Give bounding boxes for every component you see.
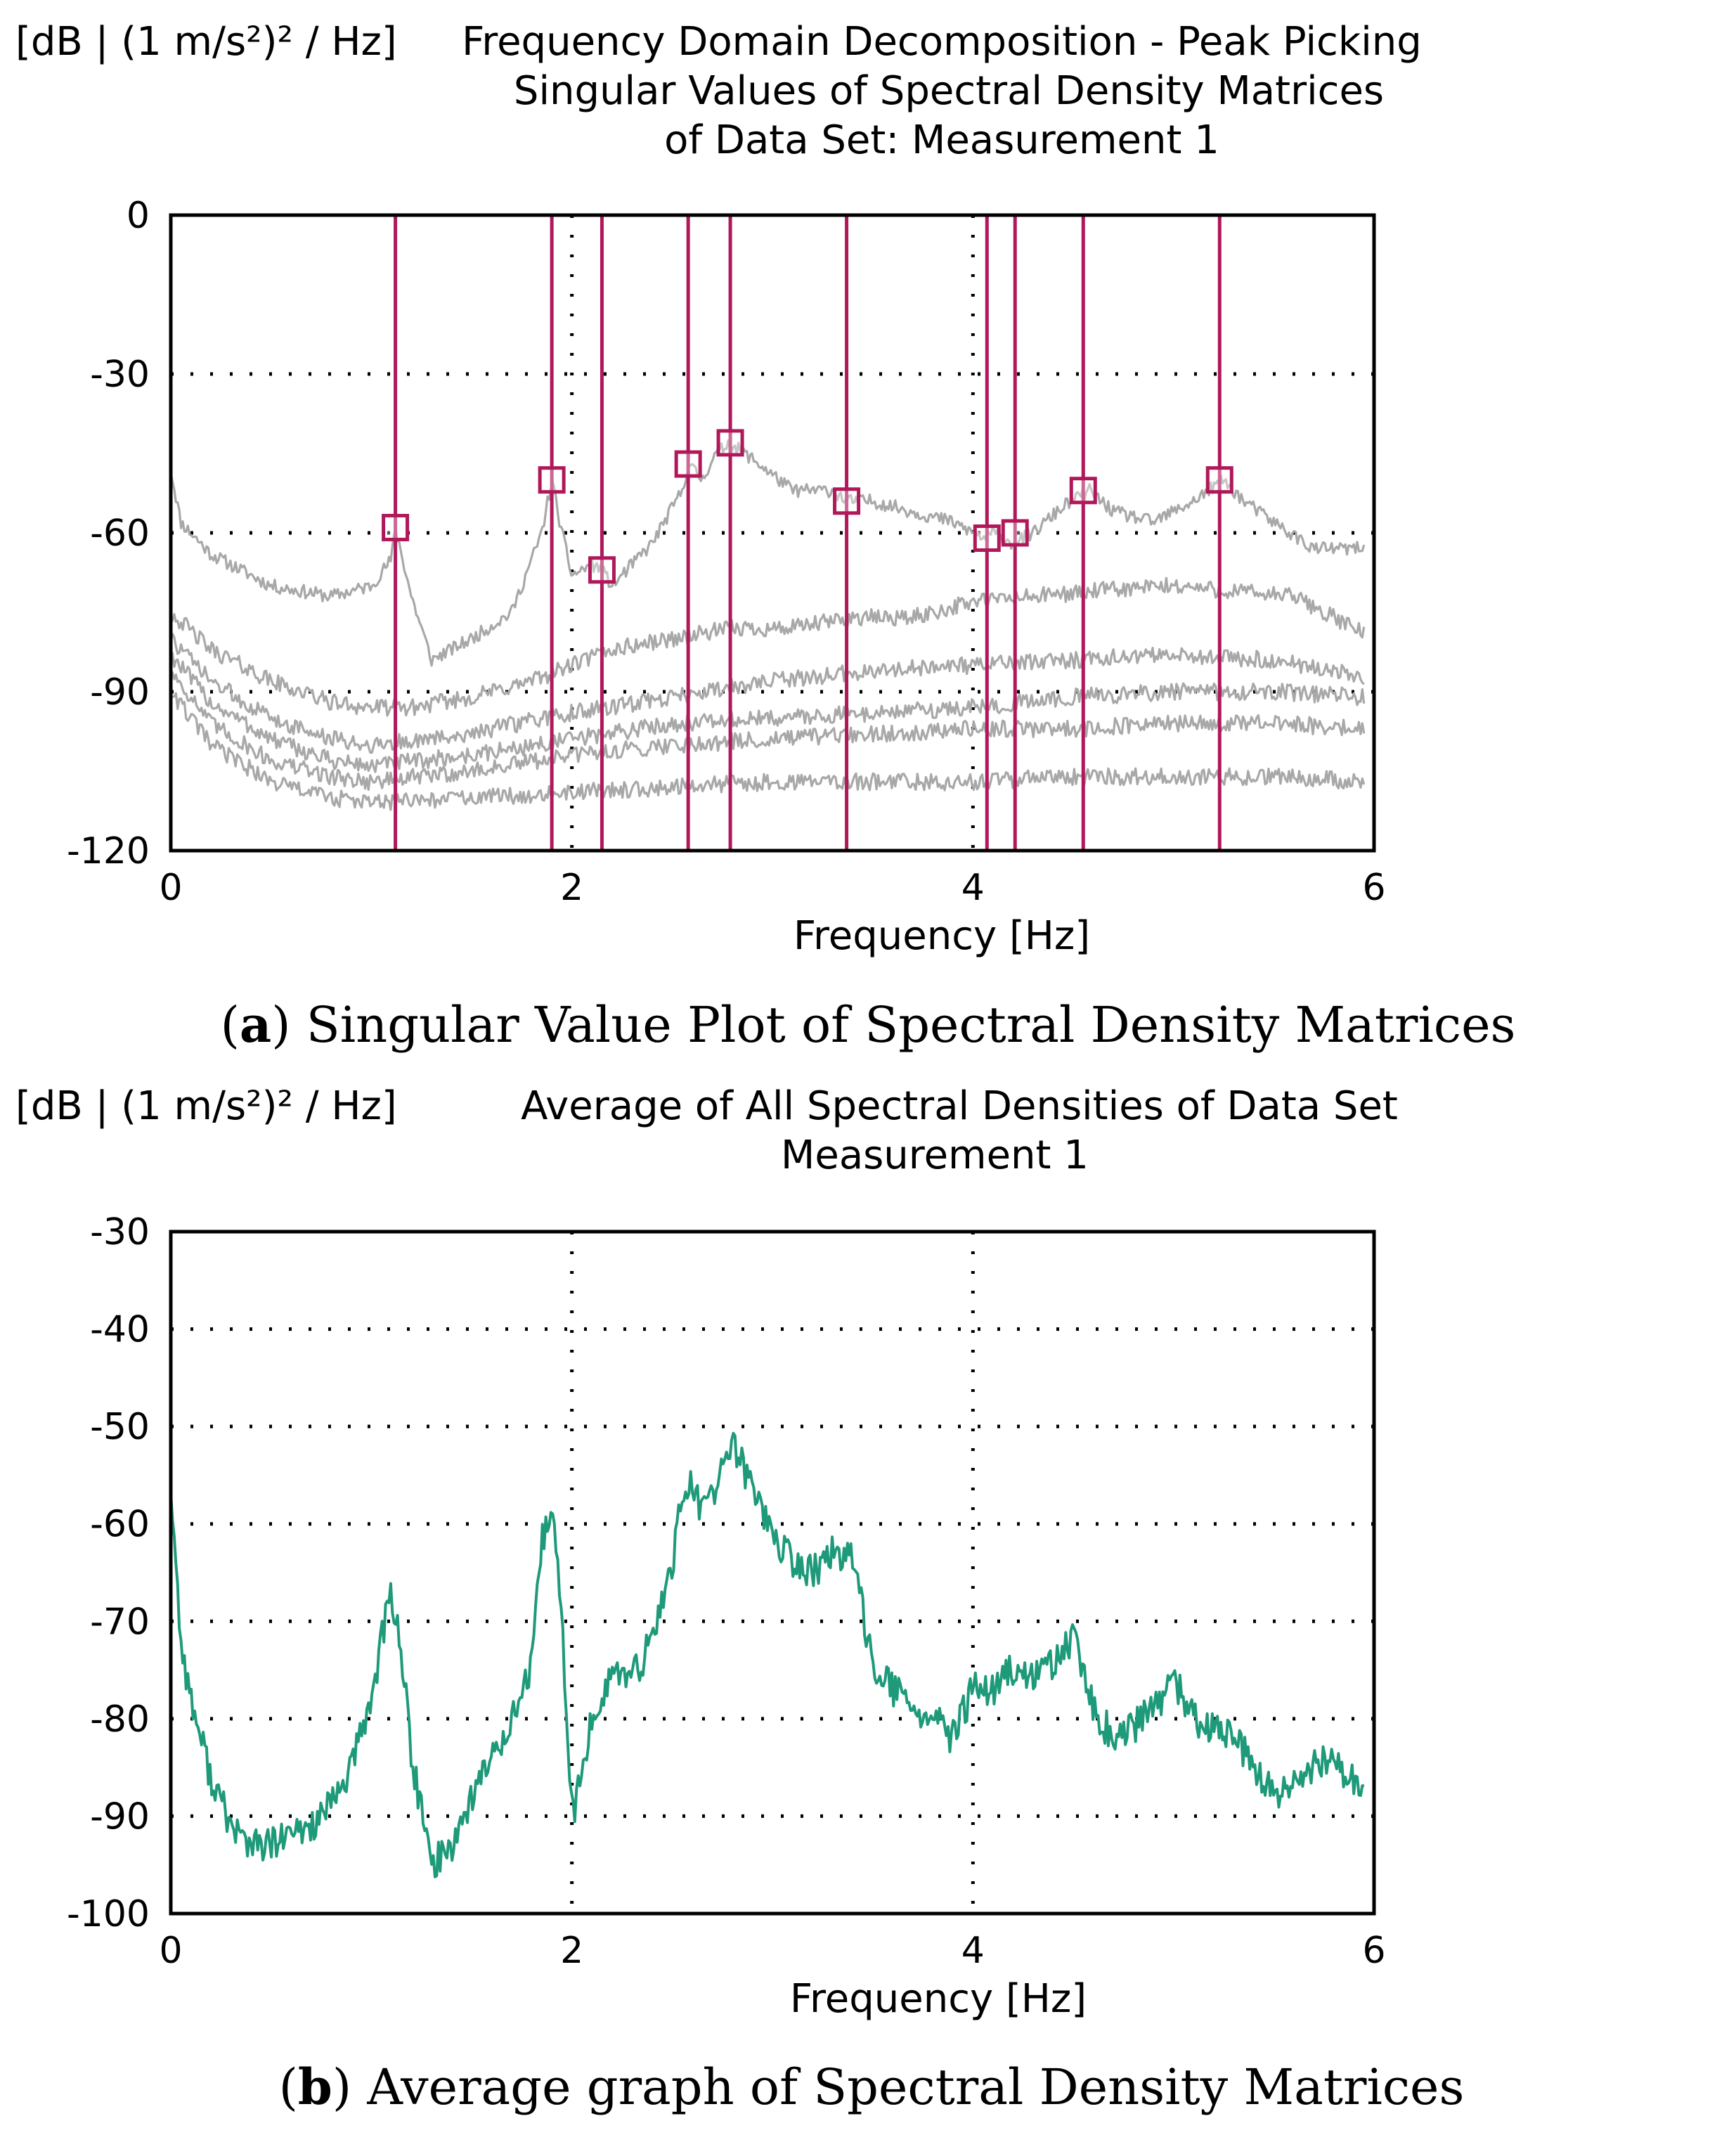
y-tick-label: -70 (90, 1601, 150, 1643)
x-tick-label: 4 (961, 1930, 985, 1972)
peak-marker (538, 466, 566, 494)
peak-marker (1069, 477, 1097, 505)
series-line-sv3 (169, 632, 1365, 754)
chart-a-title-line-3: of Data Set: Measurement 1 (664, 117, 1219, 163)
chart-a-grid (171, 215, 1374, 851)
peak-marker (973, 524, 1001, 553)
chart-b-series-group (169, 1431, 1365, 1878)
y-tick-label: -30 (90, 1211, 150, 1253)
chart-b-caption: (b) Average graph of Spectral Density Ma… (279, 2058, 1465, 2116)
chart-b: [dB | (1 m/s²)² / Hz] Average of All Spe… (15, 1083, 1464, 2116)
y-tick-label: -60 (90, 1504, 150, 1546)
chart-a-peaks-group (382, 215, 1233, 851)
y-tick-label: 0 (127, 195, 150, 237)
peak-marker (674, 450, 702, 478)
chart-a-caption: (a) Singular Value Plot of Spectral Dens… (221, 995, 1516, 1054)
chart-a-x-ticks: 0 2 4 6 (159, 867, 1385, 909)
x-tick-label: 4 (961, 867, 985, 909)
y-tick-label: -40 (90, 1309, 150, 1351)
chart-a-x-axis-label: Frequency [Hz] (793, 913, 1090, 959)
chart-a-title-line-2: Singular Values of Spectral Density Matr… (514, 68, 1384, 114)
x-tick-label: 2 (560, 867, 583, 909)
x-tick-label: 2 (560, 1930, 583, 1972)
chart-b-caption-text: Average graph of Spectral Density Matric… (366, 2058, 1464, 2116)
series-line-average (169, 1431, 1365, 1878)
peak-marker (1205, 466, 1233, 494)
chart-b-unit-label: [dB | (1 m/s²)² / Hz] (15, 1083, 397, 1129)
chart-b-title-line-2: Measurement 1 (781, 1133, 1089, 1178)
peak-marker (833, 487, 861, 515)
series-line-sv5 (169, 671, 1366, 792)
chart-b-caption-letter: b (298, 2058, 332, 2116)
x-tick-label: 6 (1362, 1930, 1385, 1972)
y-tick-label: -100 (67, 1893, 150, 1935)
chart-a-caption-letter: a (240, 995, 271, 1054)
series-line-sv2 (169, 576, 1366, 717)
chart-a: [dB | (1 m/s²)² / Hz] Frequency Domain D… (15, 19, 1515, 1054)
y-tick-label: -90 (90, 671, 150, 714)
y-tick-label: -80 (90, 1698, 150, 1741)
chart-b-x-ticks: 0 2 4 6 (159, 1930, 1385, 1972)
series-line-sv6 (169, 692, 1366, 811)
chart-b-y-ticks: -30 -40 -50 -60 -70 -80 -90 -100 (67, 1211, 150, 1935)
series-line-sv1 (169, 439, 1366, 667)
chart-b-plot-frame (169, 1230, 1376, 1916)
y-tick-label: -50 (90, 1406, 150, 1448)
chart-a-series-group (169, 439, 1366, 811)
chart-b-title-line-1: Average of All Spectral Densities of Dat… (521, 1083, 1398, 1129)
series-line-sv4 (169, 652, 1366, 773)
y-tick-label: -90 (90, 1795, 150, 1838)
chart-b-grid (171, 1232, 1374, 1914)
peak-marker (382, 513, 410, 541)
chart-a-unit-label: [dB | (1 m/s²)² / Hz] (15, 19, 397, 65)
y-tick-label: -30 (90, 354, 150, 396)
chart-a-y-ticks: 0 -30 -60 -90 -120 (67, 195, 150, 872)
y-tick-label: -60 (90, 512, 150, 555)
peak-marker (716, 429, 744, 457)
x-tick-label: 6 (1362, 867, 1385, 909)
peak-marker (588, 556, 616, 584)
y-tick-label: -120 (67, 830, 150, 872)
chart-a-caption-text: Singular Value Plot of Spectral Density … (306, 996, 1516, 1054)
chart-b-x-axis-label: Frequency [Hz] (790, 1976, 1087, 2022)
chart-a-plot-frame (169, 213, 1376, 853)
x-tick-label: 0 (159, 1930, 182, 1972)
x-tick-label: 0 (159, 867, 182, 909)
chart-a-title-line-1: Frequency Domain Decomposition - Peak Pi… (462, 19, 1422, 65)
peak-marker (1001, 519, 1029, 547)
